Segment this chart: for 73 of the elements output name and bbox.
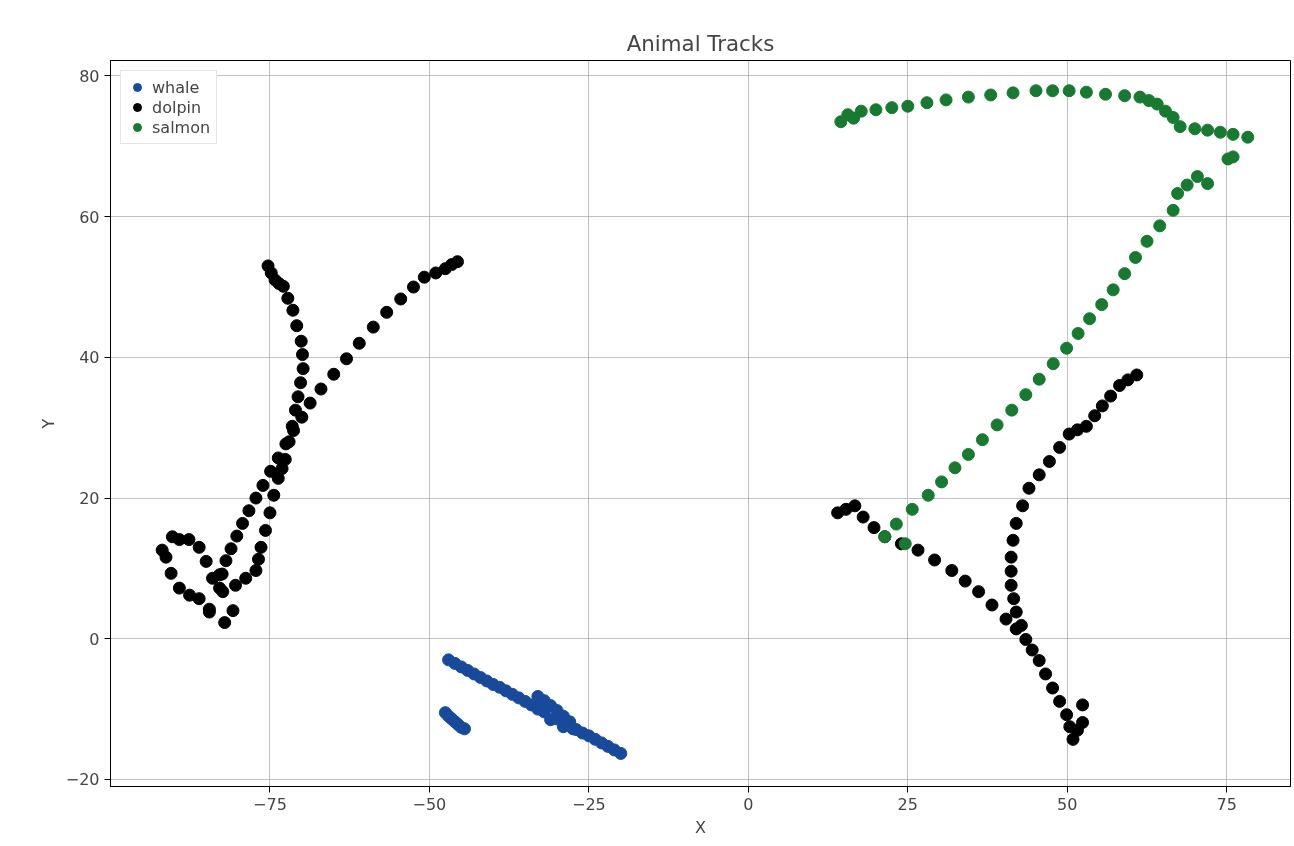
chart-title: Animal Tracks <box>626 30 775 56</box>
point <box>1150 97 1164 111</box>
y-tick-label: −20 <box>65 770 100 790</box>
point <box>1226 150 1240 164</box>
point <box>920 96 934 110</box>
point <box>921 488 935 502</box>
x-tick-label: 50 <box>1057 794 1078 814</box>
point <box>1006 86 1020 100</box>
point <box>854 104 868 118</box>
point <box>1095 298 1109 312</box>
point <box>1201 177 1215 191</box>
point <box>984 88 998 102</box>
point <box>1062 84 1076 98</box>
x-tick-label: 25 <box>897 794 918 814</box>
point <box>1029 84 1043 98</box>
legend-label: whale <box>152 77 200 97</box>
point <box>1213 125 1227 139</box>
point <box>889 517 903 531</box>
x-tick-label: −25 <box>572 794 606 814</box>
point <box>898 537 912 551</box>
point <box>948 461 962 475</box>
point <box>1106 283 1120 297</box>
point <box>1118 89 1132 103</box>
point <box>1153 219 1167 233</box>
x-tick-label: 75 <box>1216 794 1237 814</box>
point <box>935 475 949 489</box>
point <box>885 101 899 115</box>
point <box>939 93 953 107</box>
point <box>1140 234 1154 248</box>
point <box>1226 127 1240 141</box>
x-tick-label: −50 <box>412 794 447 814</box>
point <box>1046 357 1060 371</box>
point <box>1099 87 1113 101</box>
point <box>458 722 471 736</box>
point <box>905 502 919 516</box>
point <box>961 90 975 104</box>
point <box>1019 388 1033 402</box>
x-tick-label: 0 <box>743 794 754 814</box>
point <box>1046 84 1060 98</box>
point <box>1241 130 1255 144</box>
point <box>1188 122 1202 136</box>
point <box>1201 123 1215 137</box>
point <box>901 99 915 113</box>
point <box>1060 341 1074 355</box>
point <box>556 720 570 734</box>
y-axis-title: Y <box>38 418 58 430</box>
point <box>1171 186 1185 200</box>
legend-label: dolpin <box>152 97 202 117</box>
point <box>1166 203 1180 217</box>
y-tick-label: 20 <box>79 489 100 509</box>
y-tick-label: 80 <box>79 66 100 86</box>
point <box>1190 170 1204 184</box>
point <box>1071 326 1085 340</box>
legend-label: salmon <box>152 117 211 137</box>
point <box>1173 120 1187 134</box>
y-tick-label: 0 <box>89 629 100 649</box>
x-tick-label: −75 <box>253 794 287 814</box>
point <box>1180 178 1194 192</box>
point <box>614 746 628 760</box>
point <box>869 103 883 117</box>
point <box>975 433 989 447</box>
point <box>1005 403 1019 417</box>
point <box>1083 312 1097 326</box>
point <box>1079 85 1093 99</box>
point <box>1118 267 1132 281</box>
point <box>1032 372 1046 386</box>
point <box>961 447 975 461</box>
point <box>990 418 1004 432</box>
y-tick-label: 40 <box>79 348 100 368</box>
x-axis-title: X <box>695 817 707 837</box>
point <box>1129 250 1143 264</box>
point <box>1166 110 1180 124</box>
y-tick-label: 60 <box>79 207 100 227</box>
